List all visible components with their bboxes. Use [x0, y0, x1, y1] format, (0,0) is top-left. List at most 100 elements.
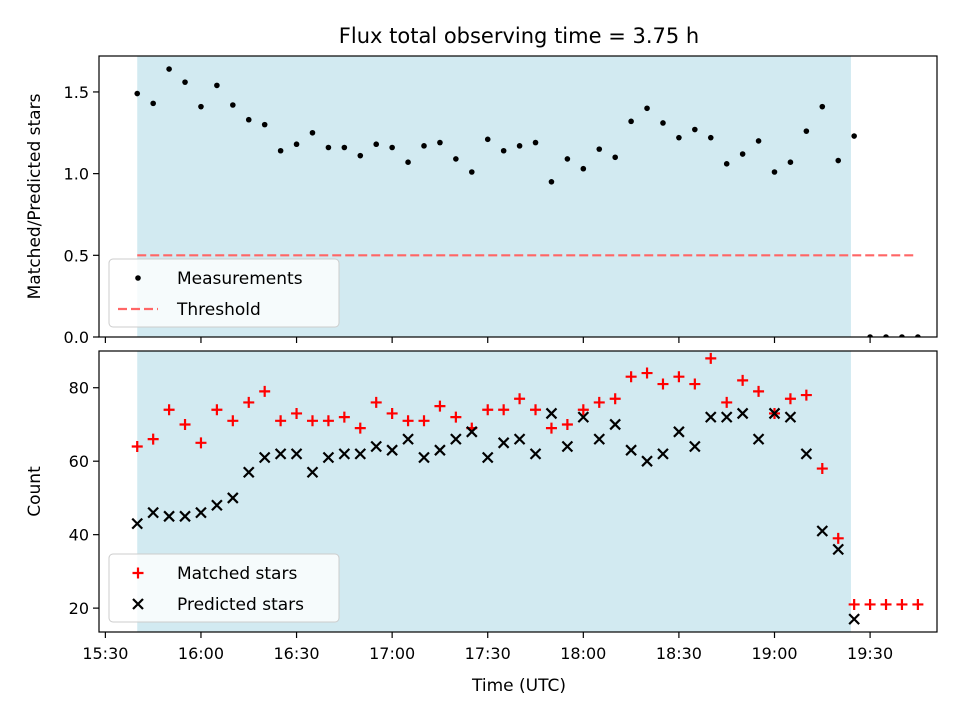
measurement-point [453, 156, 459, 162]
measurement-point [628, 118, 634, 125]
predicted-star-point [211, 499, 223, 512]
predicted-star-point [736, 407, 749, 420]
predicted-star-point [131, 517, 144, 530]
matched-star-point [593, 396, 605, 408]
measurement-point [421, 143, 427, 149]
measurement-point [564, 156, 571, 162]
x-tick-label: 19:00 [751, 644, 797, 663]
y-tick-label: 0.0 [64, 328, 89, 347]
matched-star-point [880, 598, 892, 610]
measurement-point [230, 102, 236, 108]
matched-star-point [402, 415, 414, 427]
matched-star-point [418, 415, 430, 427]
measurement-point [723, 161, 730, 167]
predicted-star-point [497, 437, 510, 449]
x-tick-label: 15:30 [82, 644, 128, 663]
predicted-star-point [720, 411, 733, 423]
matched-star-point [514, 393, 526, 405]
predicted-star-point [752, 433, 765, 445]
measurement-point [771, 169, 778, 175]
predicted-star-point [163, 510, 175, 523]
y-tick-label: 20 [69, 599, 89, 618]
measurement-point [214, 82, 220, 89]
measurement-point [134, 90, 141, 97]
measurement-point [819, 103, 826, 110]
predicted-star-point [657, 448, 669, 460]
matched-star-point [211, 404, 223, 416]
matched-star-point [625, 371, 637, 383]
measurement-point [787, 159, 794, 165]
matched-star-point [338, 411, 350, 423]
legend-key-predicted [132, 598, 144, 610]
predicted-star-point [450, 433, 462, 445]
measurement-point [309, 129, 316, 136]
matched-star-point [482, 404, 494, 416]
predicted-star-point [481, 451, 494, 464]
measurement-point [707, 134, 714, 141]
y-tick-label: 0.5 [64, 246, 89, 265]
measurement-point [803, 128, 810, 134]
measurement-point [341, 144, 348, 151]
predicted-star-point [689, 440, 701, 453]
matched-star-point [705, 352, 717, 364]
measurement-point [883, 334, 889, 337]
measurement-point [596, 146, 603, 152]
x-tick-label: 18:30 [656, 644, 702, 663]
matched-star-point [545, 422, 557, 434]
panel-top: 0.0 0.5 1.0 1.5 Matched/Predicted stars Measu… [25, 55, 938, 347]
predicted-star-point [577, 411, 590, 423]
matched-star-point [641, 367, 653, 379]
predicted-star-point [402, 433, 414, 445]
predicted-star-point [242, 466, 255, 478]
measurement-point [293, 141, 300, 148]
matched-star-point [848, 598, 860, 610]
matched-star-point [322, 415, 334, 427]
measurement-point [484, 136, 491, 143]
panel-bottom: 20 40 60 80 15:30 16:00 16:30 17:00 17:30 18:00 18… [25, 350, 938, 663]
predicted-star-point [800, 448, 813, 460]
x-tick-label: 18:00 [560, 644, 606, 663]
measurement-point [676, 134, 682, 141]
predicted-star-point [673, 426, 685, 438]
measurement-point [468, 169, 475, 175]
predicted-star-point [386, 444, 398, 456]
predicted-star-point [434, 444, 446, 456]
measurement-point [516, 143, 523, 149]
matched-star-point [609, 393, 621, 405]
predicted-star-point [609, 418, 621, 431]
measurement-point [692, 126, 698, 133]
measurement-point [389, 144, 395, 151]
matched-star-point [753, 385, 765, 397]
matched-star-point [434, 400, 446, 412]
matched-star-point [259, 385, 271, 397]
x-tick-label: 17:30 [465, 644, 511, 663]
predicted-star-point [561, 440, 574, 453]
matched-star-point [131, 441, 143, 453]
predicted-star-point [704, 411, 717, 423]
matched-star-point [737, 374, 749, 386]
predicted-star-point [338, 448, 351, 460]
measurement-point [277, 147, 284, 154]
legend-key-measurements [135, 275, 141, 281]
matched-star-point [721, 396, 733, 408]
y-tick-label: 1.0 [64, 165, 89, 184]
matched-star-point [896, 598, 908, 610]
matched-star-point [577, 404, 589, 416]
legend-label: Matched stars [177, 564, 297, 584]
predicted-star-point [227, 492, 239, 504]
matched-star-point [530, 404, 542, 416]
legend-key-matched [132, 567, 144, 579]
measurement-point [532, 139, 539, 146]
predicted-star-point [258, 451, 271, 464]
predicted-star-point [529, 448, 542, 460]
measurement-point [182, 79, 188, 85]
measurement-point [612, 154, 618, 161]
measurement-point [660, 120, 666, 126]
matched-star-point [370, 396, 382, 408]
matched-star-point [561, 418, 573, 430]
measurement-point [198, 103, 204, 110]
predicted-star-point [513, 433, 526, 445]
measurement-point [405, 159, 411, 165]
matched-star-point [227, 415, 239, 427]
